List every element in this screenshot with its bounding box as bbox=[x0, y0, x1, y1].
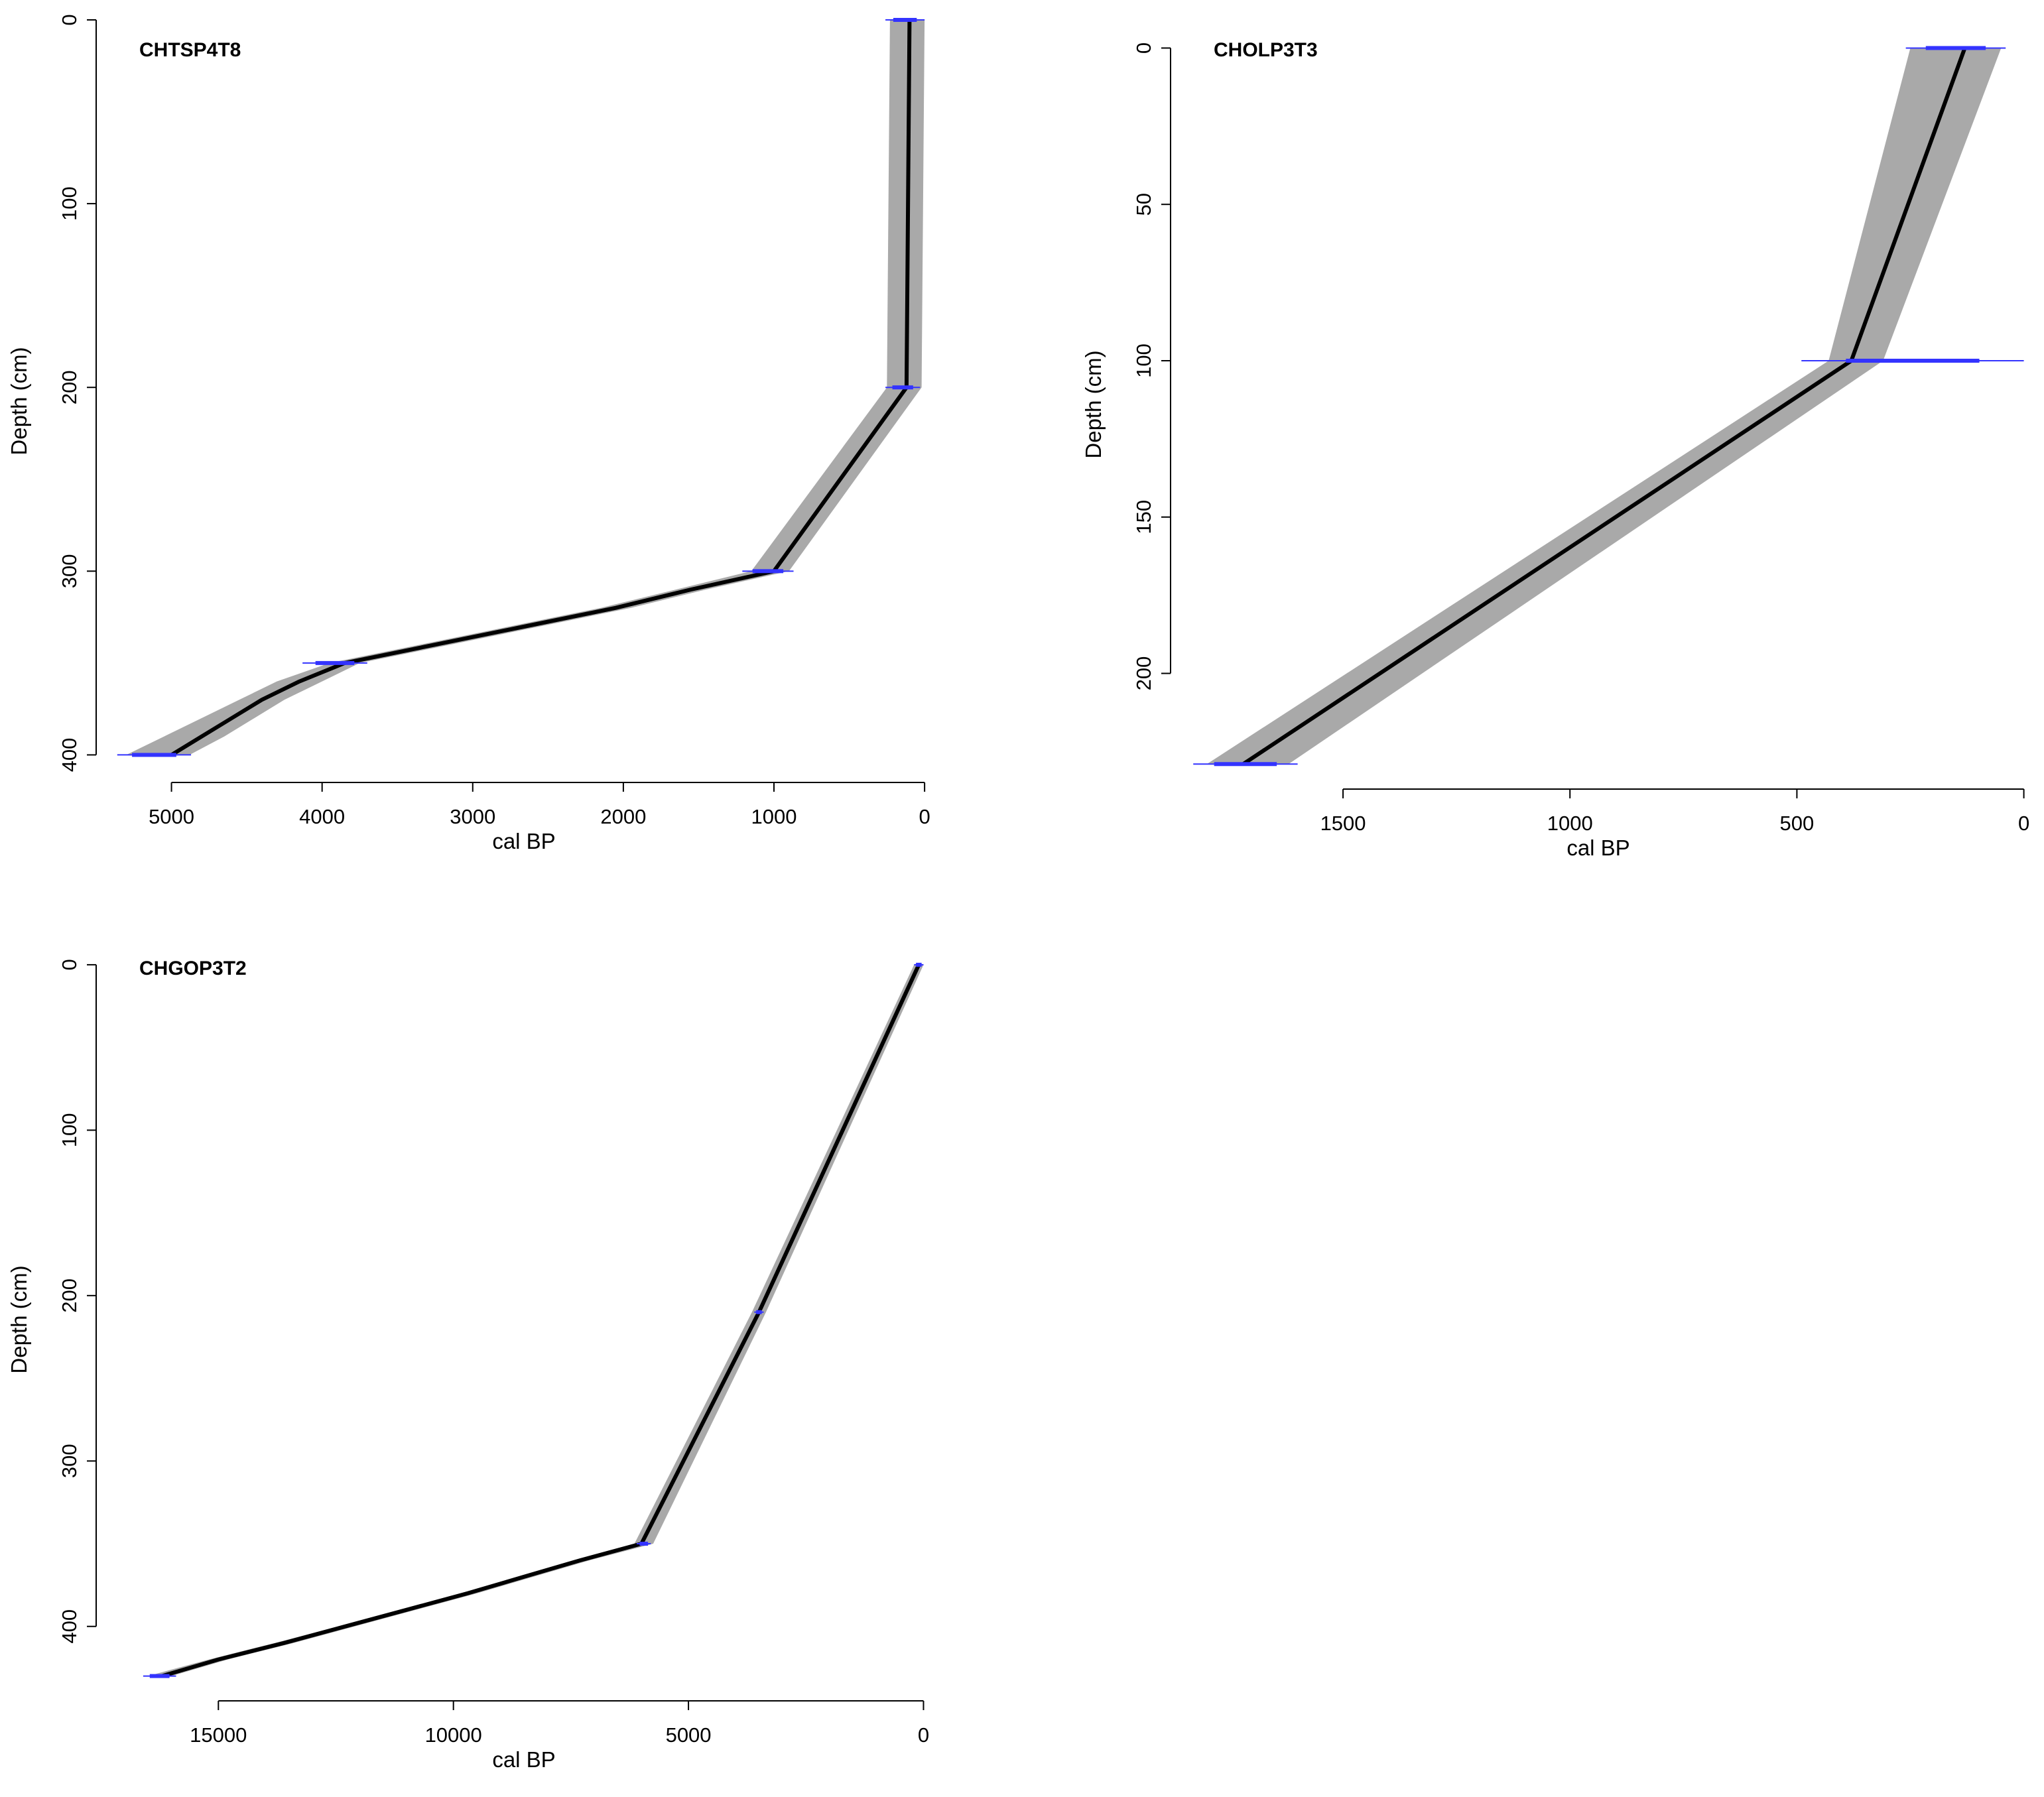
x-tick-label: 4000 bbox=[299, 805, 345, 828]
uncertainty-envelope bbox=[148, 964, 924, 1676]
date-marker-3 bbox=[1214, 762, 1277, 767]
y-tick-label: 0 bbox=[58, 959, 81, 970]
date-marker-2 bbox=[892, 385, 913, 390]
y-tick-label: 100 bbox=[58, 1113, 81, 1148]
y-tick-label: 0 bbox=[58, 14, 81, 25]
y-tick-label: 150 bbox=[1132, 500, 1155, 534]
y-axis-title: Depth (cm) bbox=[1081, 350, 1106, 458]
x-tick-label: 0 bbox=[918, 1723, 929, 1747]
x-axis-title: cal BP bbox=[1566, 836, 1629, 860]
y-tick-label: 400 bbox=[58, 738, 81, 773]
x-axis-title: cal BP bbox=[492, 1747, 555, 1772]
date-marker-1 bbox=[893, 18, 917, 22]
uncertainty-envelope bbox=[126, 20, 925, 755]
y-tick-label: 200 bbox=[1132, 656, 1155, 691]
panel-3: 0 100 200 300 400 15000 10000 5000 0 cal BP Depth … bbox=[7, 958, 929, 1772]
x-tick-label: 3000 bbox=[450, 805, 495, 828]
x-tick-label: 10000 bbox=[425, 1723, 482, 1747]
y-tick-label: 100 bbox=[58, 186, 81, 221]
date-marker-1 bbox=[1925, 46, 1986, 50]
y-tick-label: 400 bbox=[58, 1609, 81, 1644]
date-marker-3 bbox=[639, 1542, 649, 1546]
panel-title: CHTSP4T8 bbox=[139, 39, 241, 61]
panel-1: 0 100 200 300 400 5000 4000 3000 2000 1000 0 cal BP… bbox=[7, 14, 930, 853]
panel-title: CHOLP3T3 bbox=[1214, 39, 1318, 61]
median-age-line bbox=[1242, 47, 1967, 766]
x-tick-label: 1500 bbox=[1320, 812, 1366, 835]
uncertainty-envelope bbox=[1206, 48, 2002, 765]
date-marker-1 bbox=[916, 962, 922, 967]
x-axis-title: cal BP bbox=[492, 829, 555, 853]
median-age-line bbox=[161, 963, 921, 1678]
y-axis-title: Depth (cm) bbox=[7, 1265, 31, 1373]
x-tick-label: 2000 bbox=[600, 805, 646, 828]
date-marker-2 bbox=[756, 1310, 762, 1314]
panel-title: CHGOP3T2 bbox=[139, 958, 247, 979]
y-tick-label: 50 bbox=[1132, 193, 1155, 216]
date-marker-2 bbox=[1846, 358, 1980, 363]
x-tick-label: 0 bbox=[919, 805, 930, 828]
x-tick-label: 1000 bbox=[1547, 812, 1593, 835]
date-marker-5 bbox=[132, 753, 176, 757]
panel-2: 0 50 100 150 200 1500 1000 500 0 cal BP Depth (cm)… bbox=[1081, 39, 2029, 860]
x-tick-label: 0 bbox=[2018, 812, 2029, 835]
x-tick-label: 5000 bbox=[666, 1723, 712, 1747]
median-age-line bbox=[170, 19, 912, 757]
y-tick-label: 200 bbox=[58, 1278, 81, 1313]
date-marker-4 bbox=[149, 1674, 170, 1678]
x-tick-label: 15000 bbox=[190, 1723, 247, 1747]
x-tick-label: 5000 bbox=[149, 805, 194, 828]
y-tick-label: 300 bbox=[58, 554, 81, 588]
y-tick-label: 0 bbox=[1132, 42, 1155, 54]
y-tick-label: 300 bbox=[58, 1444, 81, 1478]
date-marker-4 bbox=[315, 660, 355, 665]
x-tick-label: 500 bbox=[1780, 812, 1815, 835]
date-marker-3 bbox=[752, 569, 784, 574]
x-tick-label: 1000 bbox=[751, 805, 797, 828]
y-tick-label: 100 bbox=[1132, 343, 1155, 378]
y-axis-title: Depth (cm) bbox=[7, 347, 31, 455]
y-tick-label: 200 bbox=[58, 370, 81, 404]
